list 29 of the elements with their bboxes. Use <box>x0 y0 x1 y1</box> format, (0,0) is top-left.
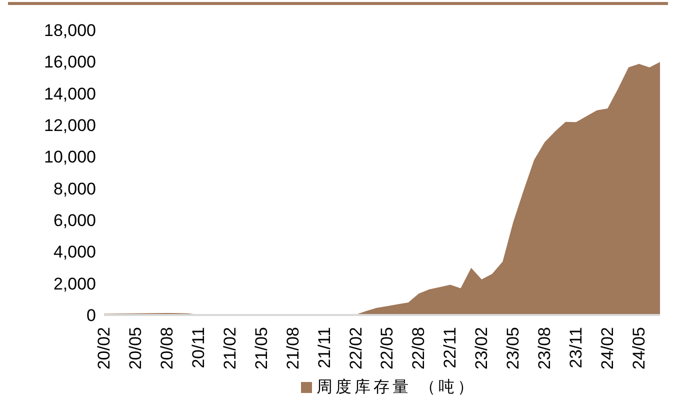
y-tick-label: 16,000 <box>44 52 96 72</box>
x-tick-label: 23/11 <box>566 327 586 368</box>
legend-label: 周度库存量 （吨） <box>316 377 477 396</box>
y-tick-label: 10,000 <box>44 148 96 167</box>
x-tick-label: 21/05 <box>252 327 271 370</box>
y-tick-label: 6,000 <box>53 211 96 230</box>
x-tick-label: 21/11 <box>314 327 334 368</box>
x-tick-label: 23/08 <box>535 327 554 370</box>
x-tick-label: 22/02 <box>346 327 366 370</box>
x-tick-label: 23/05 <box>504 327 523 370</box>
x-tick-label: 20/11 <box>188 327 208 368</box>
x-tick-label: 20/02 <box>94 327 114 370</box>
x-tick-label: 24/02 <box>598 327 618 370</box>
x-tick-label: 22/11 <box>440 327 460 368</box>
y-tick-label: 2,000 <box>53 274 96 294</box>
x-tick-label: 21/02 <box>220 327 240 370</box>
x-tick-label: 22/05 <box>378 327 397 370</box>
y-tick-label: 14,000 <box>44 84 96 104</box>
y-tick-label: 18,000 <box>44 21 96 40</box>
x-tick-label: 21/08 <box>283 327 302 370</box>
x-tick-label: 20/08 <box>157 327 176 370</box>
y-tick-label: 8,000 <box>53 179 96 198</box>
x-tick-label: 24/05 <box>630 327 649 370</box>
x-tick-label: 20/05 <box>126 327 145 370</box>
y-tick-label: 4,000 <box>53 242 96 262</box>
x-tick-label: 23/02 <box>472 327 492 370</box>
x-tick-label: 22/08 <box>409 327 428 370</box>
y-tick-label: 12,000 <box>44 116 96 136</box>
y-tick-label: 0 <box>86 306 96 326</box>
